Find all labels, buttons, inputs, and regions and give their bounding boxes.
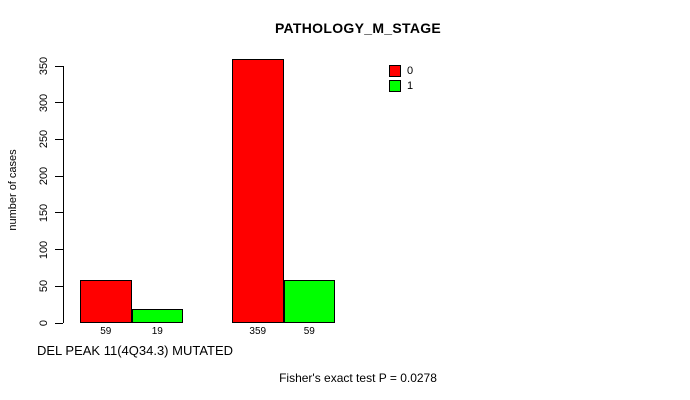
bar-series-1 (283, 279, 335, 323)
y-tick (55, 285, 63, 287)
legend-row: 1 (389, 79, 413, 93)
y-tick (55, 138, 63, 140)
y-tick-label: 250 (38, 130, 50, 149)
x-axis-title: DEL PEAK 11(4Q34.3) MUTATED (37, 343, 234, 358)
y-tick-label: 0 (38, 319, 50, 327)
bar-value-label: 359 (249, 326, 267, 337)
y-tick (55, 175, 63, 177)
y-tick-label: 50 (38, 280, 50, 293)
legend-swatch (389, 80, 401, 92)
y-tick-label: 100 (38, 240, 50, 259)
legend-row: 0 (389, 64, 413, 78)
bar-value-label: 59 (303, 326, 315, 337)
bar-value-label: 59 (100, 326, 112, 337)
y-tick (55, 65, 63, 67)
y-tick (55, 322, 63, 324)
legend-label: 0 (407, 65, 414, 77)
y-axis-line (63, 66, 64, 323)
chart-title: PATHOLOGY_M_STAGE (274, 20, 442, 36)
y-tick (55, 249, 63, 251)
y-tick-label: 300 (38, 93, 50, 112)
bar-value-label: 19 (151, 326, 163, 337)
legend-label: 1 (407, 80, 414, 92)
bar-series-0 (232, 59, 284, 323)
fisher-test-note: Fisher's exact test P = 0.0278 (279, 371, 437, 385)
y-tick (55, 212, 63, 214)
y-tick-label: 350 (38, 56, 50, 76)
y-tick (55, 102, 63, 104)
bar-series-0 (80, 279, 132, 323)
legend-swatch (389, 65, 401, 77)
bar-series-1 (131, 309, 183, 323)
y-tick-label: 200 (38, 166, 50, 186)
y-tick-label: 150 (38, 203, 50, 223)
y-axis-title: number of cases (7, 149, 19, 231)
